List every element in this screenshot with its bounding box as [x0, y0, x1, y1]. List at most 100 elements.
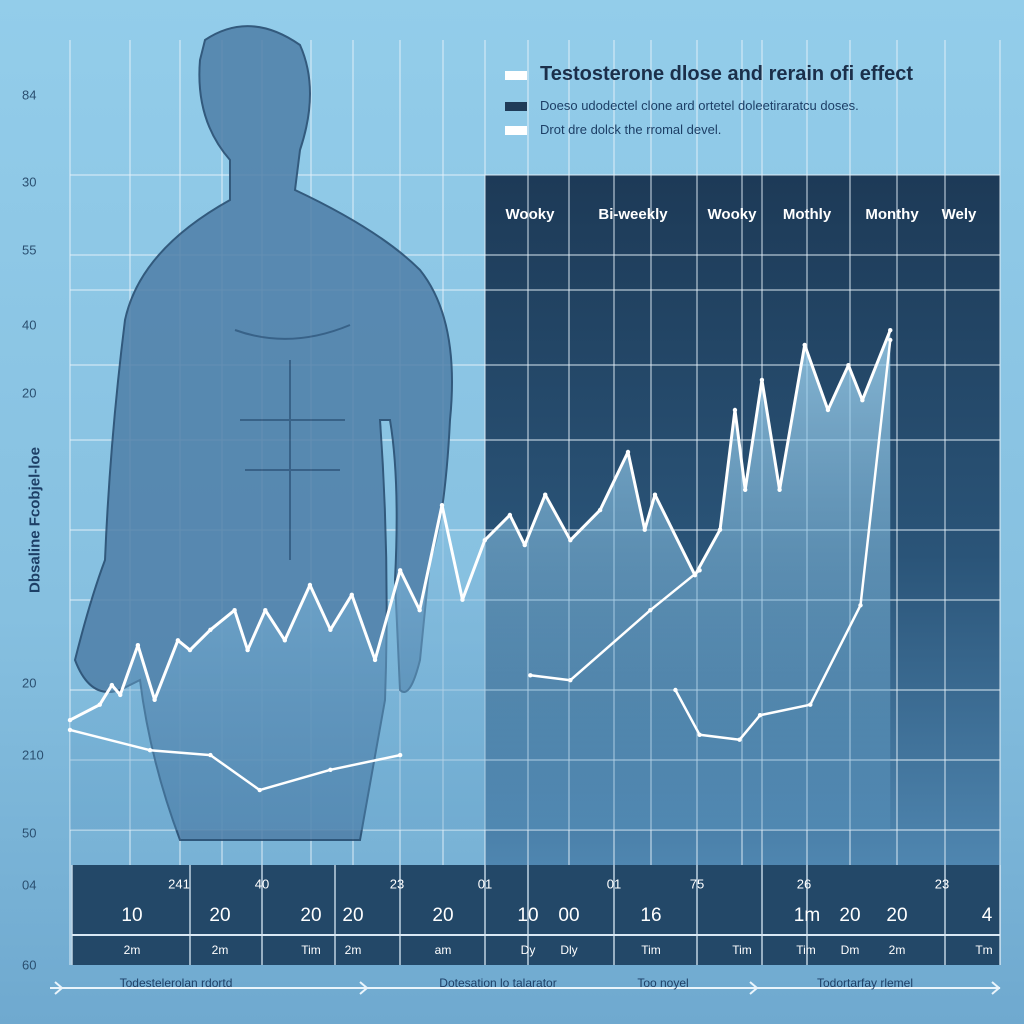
- y-tick-label: 55: [22, 242, 37, 258]
- data-point: [97, 702, 102, 707]
- y-tick-label: 84: [22, 87, 37, 103]
- table-top-label: 23: [389, 876, 405, 892]
- data-point: [692, 573, 698, 578]
- y-tick-label: 04: [22, 877, 37, 893]
- data-point: [307, 582, 313, 588]
- data-point: [152, 697, 157, 702]
- column-header: Wooky: [707, 206, 757, 223]
- y-axis-label: Dbsaline Fcobjel-loe: [26, 447, 44, 593]
- data-point: [482, 538, 487, 543]
- table-value: 10: [121, 905, 143, 926]
- data-table: [72, 865, 1000, 965]
- data-point: [522, 542, 527, 548]
- column-header: Wely: [941, 206, 977, 223]
- data-point: [846, 363, 851, 368]
- legend-swatch-white: [505, 126, 527, 135]
- data-point: [858, 603, 863, 608]
- data-point: [568, 538, 573, 543]
- y-tick-label: 30: [22, 174, 37, 190]
- data-point: [397, 568, 403, 573]
- data-point: [460, 597, 465, 602]
- table-unit: Dm: [840, 943, 860, 957]
- series-line-normal-level-2: [530, 569, 701, 682]
- y-tick-label: 210: [22, 747, 44, 763]
- table-value: 1m: [793, 905, 821, 926]
- column-header: Mothly: [782, 206, 832, 223]
- y-tick-label: 40: [22, 317, 37, 333]
- data-point: [263, 608, 268, 613]
- data-point: [802, 342, 807, 348]
- table-value: 20: [839, 905, 861, 926]
- y-tick-label: 60: [22, 957, 37, 973]
- table-value: 20: [432, 905, 454, 926]
- data-point: [67, 727, 73, 733]
- data-point: [697, 568, 702, 573]
- table-unit: am: [434, 943, 452, 957]
- legend-swatch-dark: [505, 102, 527, 111]
- data-point: [717, 527, 723, 532]
- table-unit: Dly: [560, 943, 578, 957]
- data-point: [697, 732, 702, 737]
- data-point: [825, 407, 831, 413]
- table-top-label: 26: [796, 876, 812, 892]
- data-point: [349, 592, 354, 597]
- table-unit: 2m: [888, 943, 906, 957]
- data-point: [757, 713, 763, 718]
- data-point: [808, 702, 813, 707]
- series-line-normal-level-1: [69, 728, 401, 792]
- data-point: [282, 638, 288, 643]
- column-header: Bi-weekly: [598, 206, 668, 223]
- table-value: 20: [886, 905, 908, 926]
- data-point: [625, 449, 631, 455]
- table-value: 20: [342, 905, 364, 926]
- data-point: [109, 682, 115, 688]
- y-tick-label: 20: [22, 385, 37, 401]
- data-point: [597, 507, 603, 513]
- series-area-dose-level: [70, 330, 891, 830]
- footer-arrow: [50, 981, 1001, 995]
- table-value: 10: [517, 905, 539, 926]
- data-point: [888, 337, 893, 343]
- data-point: [257, 787, 262, 793]
- table-unit: Tim: [796, 943, 816, 957]
- footer-label: Too noyel: [637, 976, 689, 990]
- table-top-label: 01: [477, 876, 493, 892]
- table-unit: Tim: [641, 943, 661, 957]
- data-point: [860, 398, 865, 403]
- data-point: [135, 643, 141, 648]
- legend-title: Testosterone dlose and rerain ofi effect: [540, 63, 914, 85]
- table-top-label: 01: [606, 876, 622, 892]
- footer-label: Todestelerolan rdortd: [119, 976, 233, 990]
- table-unit: Tim: [732, 943, 752, 957]
- data-point: [187, 647, 193, 653]
- data-point: [777, 487, 782, 492]
- data-point: [417, 608, 422, 613]
- table-unit: 2m: [344, 943, 362, 957]
- data-point: [737, 737, 742, 742]
- table-top-label: 75: [689, 876, 705, 892]
- data-point: [175, 638, 181, 643]
- table-unit: 2m: [123, 943, 141, 957]
- data-point: [328, 767, 333, 772]
- data-point: [648, 608, 653, 613]
- column-header: Wooky: [505, 206, 555, 223]
- column-header: Monthy: [865, 206, 919, 223]
- data-point: [208, 627, 213, 632]
- data-point: [528, 673, 533, 678]
- footer-label: Todortarfay rlemel: [816, 976, 914, 990]
- table-unit: Tim: [301, 943, 321, 957]
- legend-item-normal: Drot dre dolck the rromal devel.: [540, 122, 722, 137]
- data-point: [328, 627, 333, 632]
- legend-swatch-title: [505, 71, 527, 80]
- data-point: [118, 692, 123, 698]
- table-top-label: 241: [168, 876, 190, 892]
- data-point: [642, 527, 647, 532]
- table-value: 4: [981, 905, 993, 926]
- legend-item-dose: Doeso udodectel clone ard ortetel doleet…: [540, 98, 859, 113]
- data-point: [759, 377, 765, 383]
- y-tick-label: 20: [22, 675, 37, 691]
- table-unit: 2m: [211, 943, 229, 957]
- table-top-label: 40: [254, 876, 270, 892]
- data-point: [888, 328, 893, 333]
